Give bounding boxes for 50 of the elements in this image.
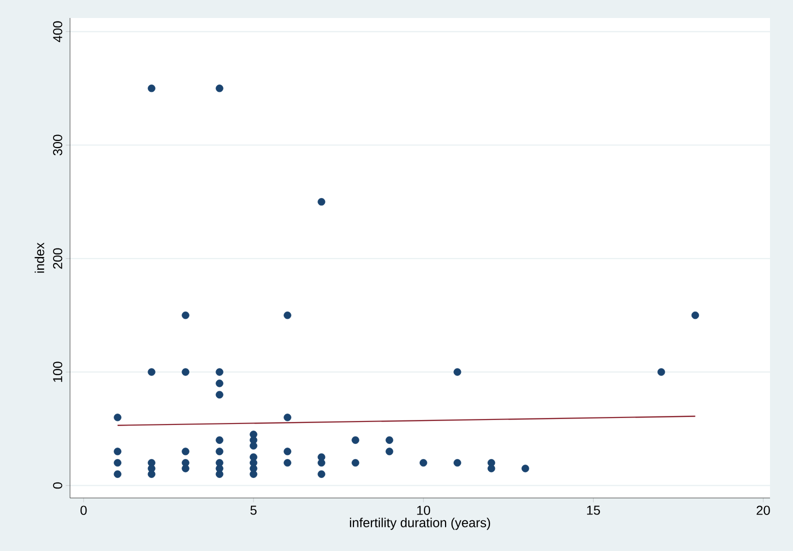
x-tick-label: 10 <box>417 506 430 515</box>
point <box>182 368 190 376</box>
point <box>114 448 122 456</box>
y-tick-label: 200 <box>53 248 62 269</box>
point <box>216 436 224 444</box>
point <box>182 311 190 320</box>
point <box>148 368 156 376</box>
point <box>182 464 190 472</box>
point <box>386 436 394 444</box>
point <box>216 368 224 376</box>
point <box>148 470 156 478</box>
point <box>284 414 292 422</box>
point <box>454 459 462 467</box>
point <box>454 368 462 376</box>
point <box>216 84 224 92</box>
x-tick-label: 20 <box>756 506 770 515</box>
point <box>114 459 122 467</box>
point <box>318 459 326 467</box>
y-tick-label: 100 <box>53 362 62 382</box>
point <box>352 459 360 467</box>
x-tick-label: 0 <box>80 506 87 515</box>
x-axis-title: infertility duration (years) <box>350 518 490 530</box>
point <box>522 464 530 472</box>
point <box>284 448 292 456</box>
point <box>318 470 326 478</box>
point <box>114 470 122 478</box>
point <box>250 442 258 450</box>
point <box>657 368 666 376</box>
y-axis-title: index <box>34 242 44 273</box>
point <box>148 84 156 92</box>
point <box>216 390 224 399</box>
point <box>216 380 224 388</box>
point <box>216 470 224 478</box>
x-tick-label: 15 <box>587 506 600 515</box>
point <box>250 470 258 478</box>
point <box>488 464 496 472</box>
point <box>318 198 326 206</box>
point <box>182 448 190 456</box>
point <box>284 459 292 467</box>
x-tick-label: 5 <box>250 506 257 515</box>
point <box>691 311 700 320</box>
point <box>386 448 394 456</box>
y-tick-label: 300 <box>53 134 62 156</box>
point <box>114 414 122 422</box>
point <box>352 436 360 444</box>
point <box>420 459 428 467</box>
point <box>216 448 224 456</box>
y-tick-label: 400 <box>53 21 62 42</box>
y-tick-label: 0 <box>53 482 62 489</box>
point <box>284 311 292 320</box>
